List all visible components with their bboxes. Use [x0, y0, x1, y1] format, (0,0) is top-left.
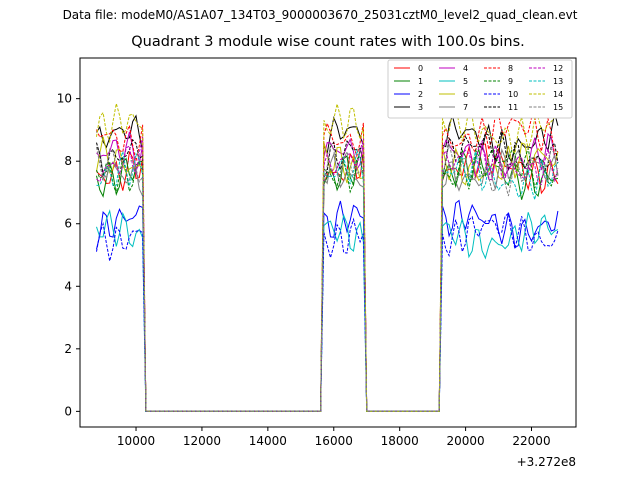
x-tick-label: 12000	[183, 434, 221, 448]
y-tick-label: 10	[57, 92, 72, 106]
series-line-12	[96, 136, 559, 412]
series-lines	[96, 102, 559, 412]
x-axis: 10000 12000 14000 16000 18000 20000 22000	[117, 427, 551, 448]
legend-label-14: 14	[553, 90, 563, 99]
chart-title: Quadrant 3 module wise count rates with …	[131, 34, 525, 50]
series-line-14	[96, 102, 559, 412]
legend-label-4: 4	[463, 64, 468, 73]
x-tick-label: 20000	[447, 434, 485, 448]
x-offset-label: +3.272e8	[517, 455, 576, 469]
legend-box	[387, 59, 573, 119]
x-tick-label: 22000	[512, 434, 550, 448]
x-tick-label: 10000	[117, 434, 155, 448]
legend-label-8: 8	[508, 64, 513, 73]
legend-label-13: 13	[553, 77, 563, 86]
y-tick-label: 8	[64, 154, 72, 168]
y-axis: 0 2 4 6 8 10	[57, 92, 80, 418]
legend-label-2: 2	[418, 90, 423, 99]
legend-label-6: 6	[463, 90, 468, 99]
figure-suptitle: Data file: modeM0/AS1A07_134T03_90000036…	[62, 8, 578, 22]
y-tick-label: 2	[64, 342, 72, 356]
legend-label-0: 0	[418, 64, 423, 73]
axes-frame	[79, 57, 577, 428]
legend-label-3: 3	[418, 103, 423, 112]
legend-label-15: 15	[553, 103, 563, 112]
axes-background	[80, 58, 576, 427]
y-tick-label: 6	[64, 217, 72, 231]
legend-label-9: 9	[508, 77, 513, 86]
y-tick-label: 0	[64, 404, 72, 418]
legend-label-12: 12	[553, 64, 563, 73]
series-line-15	[96, 143, 559, 412]
x-tick-label: 14000	[249, 434, 287, 448]
legend-label-1: 1	[418, 77, 423, 86]
legend-label-11: 11	[508, 103, 518, 112]
legend-label-5: 5	[463, 77, 468, 86]
x-tick-label: 16000	[315, 434, 353, 448]
series-line-8	[96, 113, 559, 412]
legend-label-7: 7	[463, 103, 468, 112]
legend-label-10: 10	[508, 90, 518, 99]
y-tick-label: 4	[64, 279, 72, 293]
x-tick-label: 18000	[381, 434, 419, 448]
